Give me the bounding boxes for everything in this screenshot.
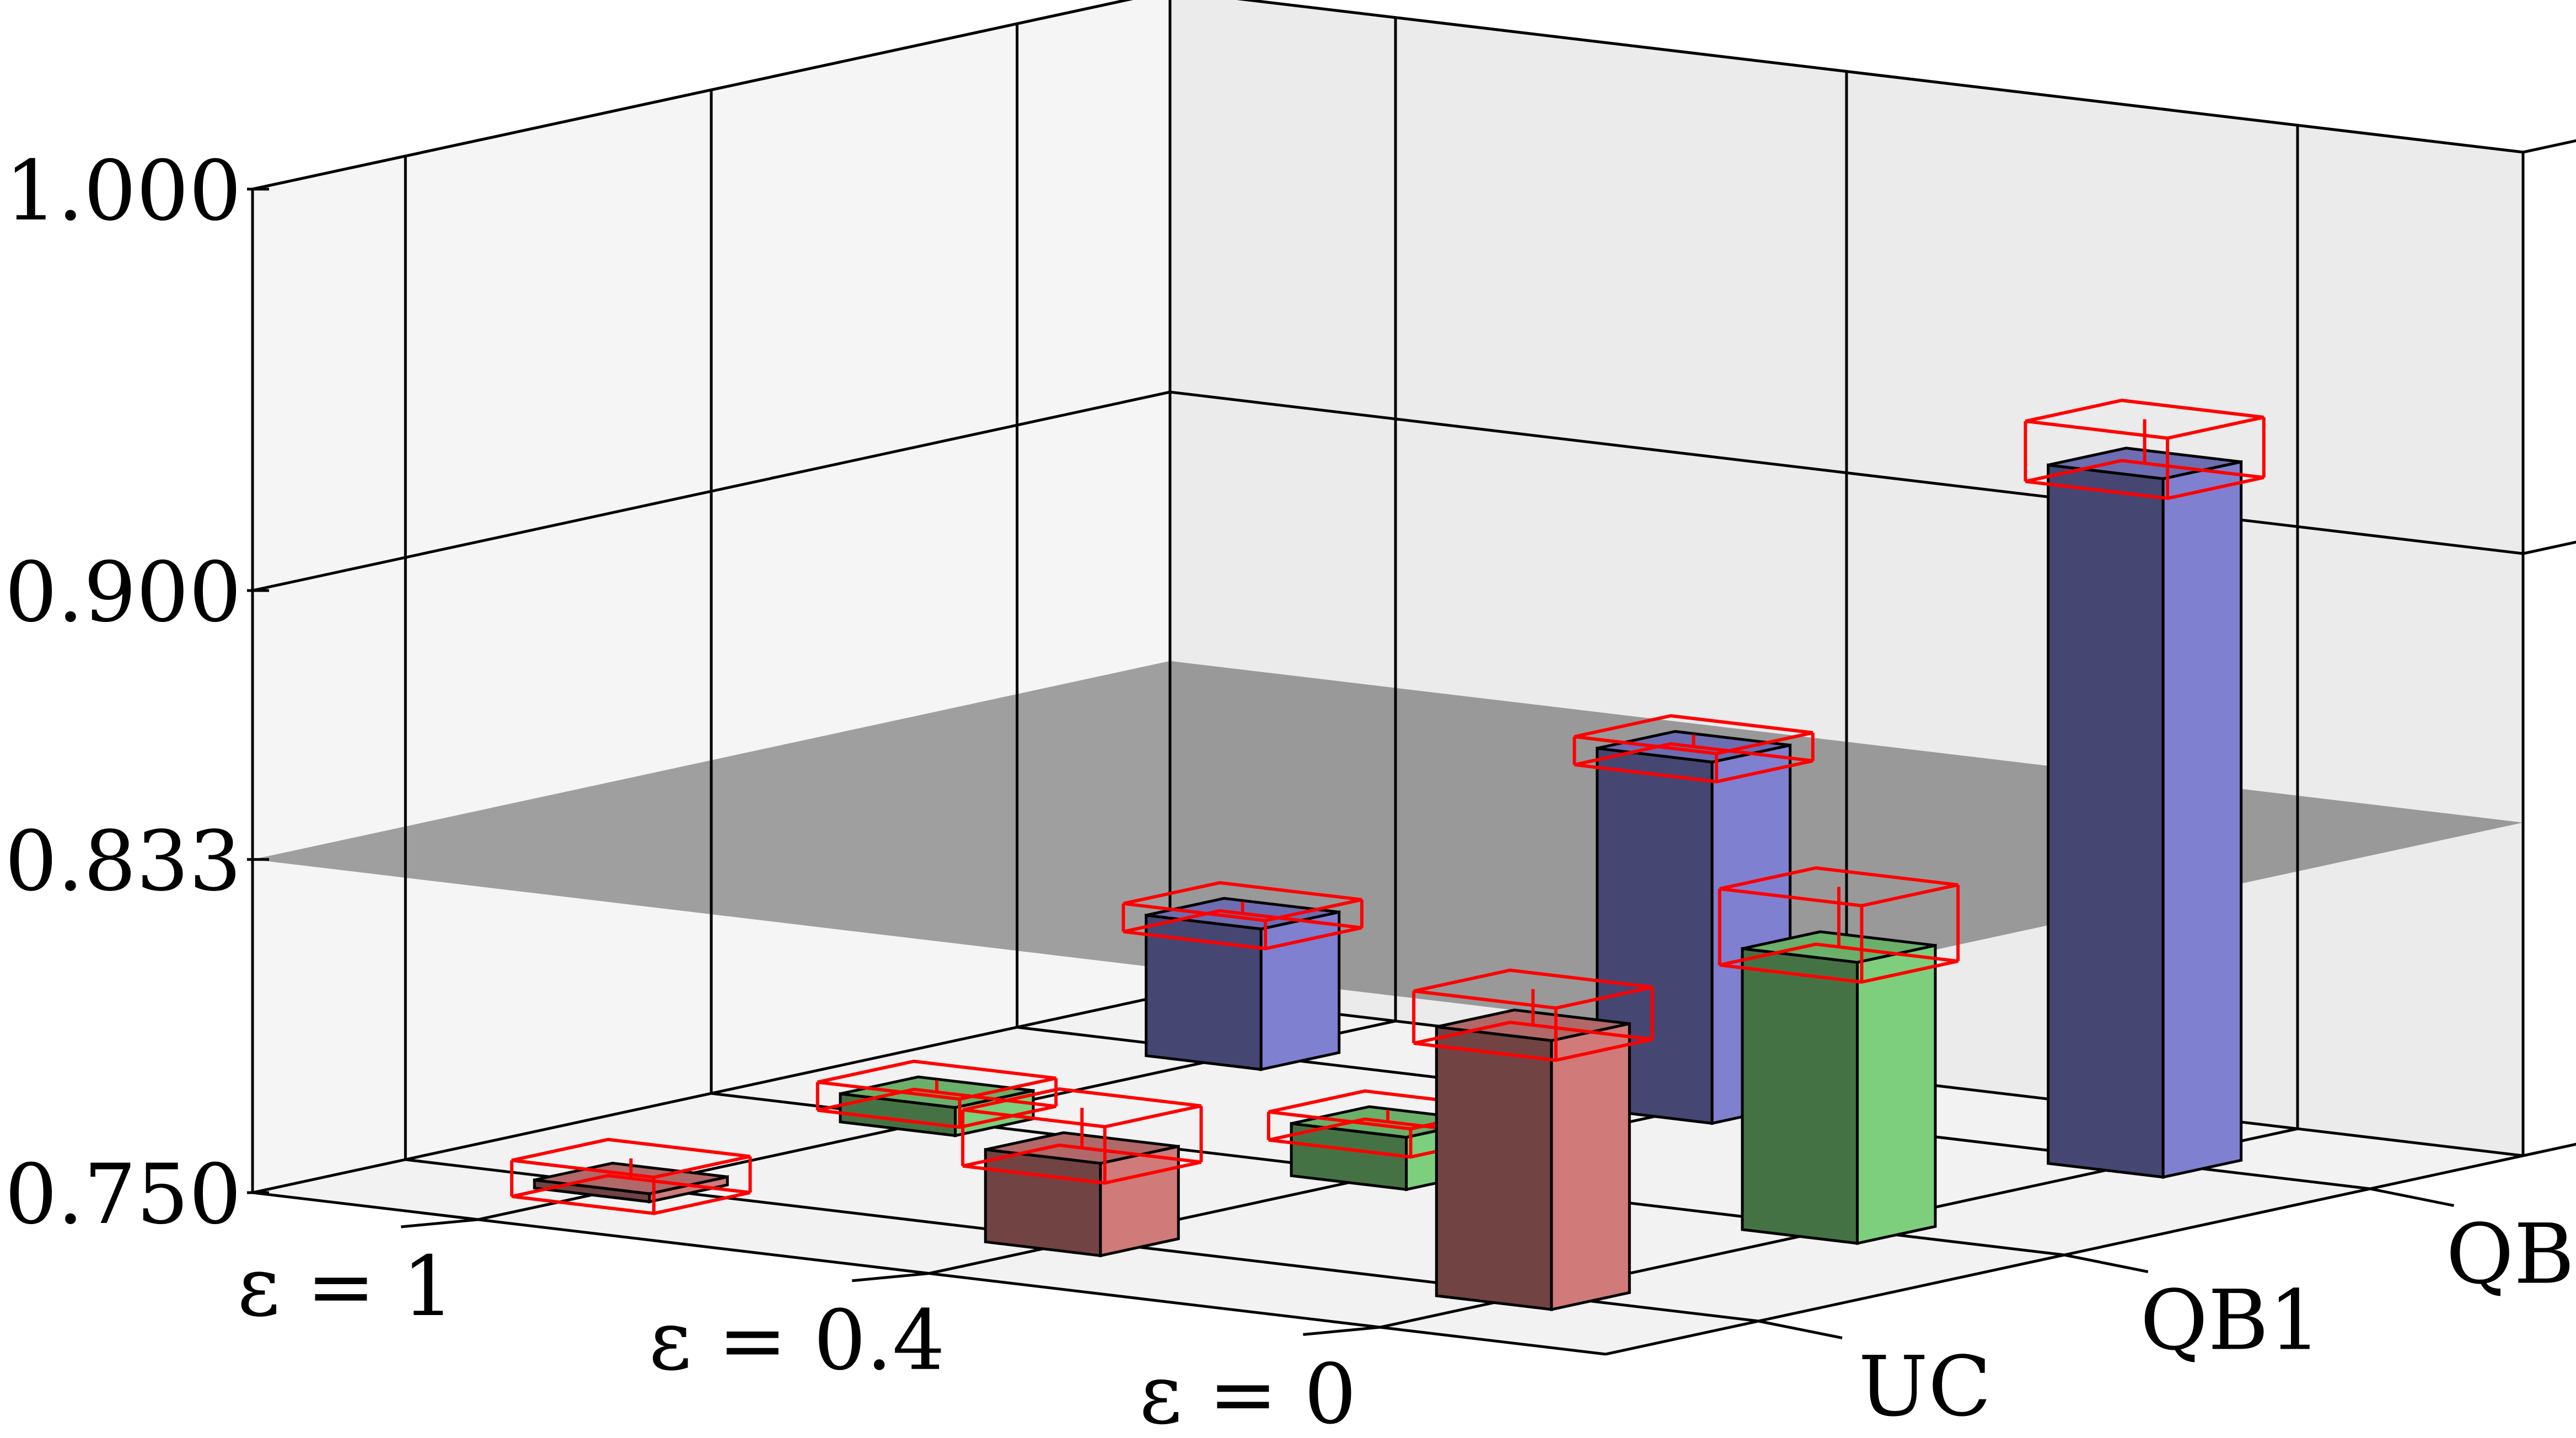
reference-plane-0833 — [253, 661, 2523, 1021]
cat-tick-mark — [2064, 1253, 2149, 1273]
upper-bound-box-top — [2025, 399, 2264, 440]
bar-right-face — [1550, 1022, 1631, 1311]
lower-bound-box-ring — [817, 1087, 1056, 1129]
top-edge-right — [1237, 0, 2524, 154]
category-axis-label: QB1 — [2140, 1273, 2321, 1369]
lower-bound-box-ring — [1719, 942, 1958, 984]
z-tick-mark — [2523, 139, 2576, 154]
bar-right-face — [1099, 1145, 1180, 1258]
lower-bound-box-ring — [2025, 459, 2264, 500]
category-axis-label: UC — [1859, 1339, 1992, 1435]
bar-UC-2 — [1412, 968, 1654, 1311]
reference-plane — [253, 661, 2523, 1021]
z-tick-label: 0.750 — [5, 1147, 242, 1243]
category-axis-label: QB2 — [2446, 1207, 2576, 1303]
lower-bound-box-ring — [511, 1174, 751, 1215]
bar-QB2-0 — [1121, 881, 1364, 1071]
bar-right-face — [1856, 943, 1937, 1245]
eps-axis-label: ε = 0 — [1139, 1346, 1356, 1438]
z-tick-mark — [2523, 1142, 2576, 1157]
eps-tick-mark — [1303, 1326, 1381, 1336]
cat-tick-mark — [2370, 1187, 2454, 1207]
bar-UC-0 — [510, 1137, 752, 1215]
bar-QB2-2 — [2024, 399, 2266, 1179]
axis-labels: ε = 1 ε = 0.4 ε = 0 UC QB1 QB2 — [237, 1207, 2576, 1438]
z-tick-label: 0.833 — [5, 814, 242, 910]
axis-ticks: 0.750 0.833 0.900 1.000 — [5, 143, 2454, 1339]
cat-tick-mark — [1758, 1319, 1843, 1339]
bar-left-face — [1741, 947, 1859, 1245]
bar-QB1-2 — [1718, 866, 1960, 1245]
top-edge-left — [252, 0, 1134, 191]
eps-tick-mark — [852, 1272, 930, 1283]
z-tick-label: 0.900 — [5, 545, 242, 641]
bar-left-face — [1145, 914, 1263, 1071]
lower-bound-box-ring — [1574, 742, 1813, 784]
upper-bound-box-top — [962, 1087, 1202, 1129]
bar-left-face — [2047, 463, 2165, 1179]
bar-left-face — [1435, 1025, 1553, 1311]
upper-bound-box-top — [1123, 881, 1362, 922]
bar-UC-1 — [961, 1087, 1203, 1258]
lower-bound-box-ring — [1123, 909, 1362, 951]
bar-right-face — [2161, 460, 2243, 1179]
z-tick-mark — [2523, 540, 2576, 555]
lower-bound-box-ring — [1413, 1021, 1653, 1062]
eps-axis-label: ε = 1 — [237, 1239, 454, 1335]
lower-bound-box-ring — [962, 1143, 1202, 1185]
upper-bound-box-top — [1574, 714, 1813, 755]
bar-left-face — [984, 1148, 1102, 1258]
eps-tick-mark — [401, 1218, 479, 1228]
upper-bound-box-top — [817, 1059, 1056, 1101]
eps-axis-label: ε = 0.4 — [649, 1293, 945, 1389]
upper-bound-box-top — [1719, 866, 1958, 908]
bars — [510, 399, 2266, 1311]
bar-QB1-0 — [815, 1059, 1058, 1137]
z-tick-label: 1.000 — [5, 143, 242, 239]
upper-bound-box-top — [511, 1137, 751, 1179]
upper-bound-box-top — [1413, 968, 1653, 1010]
